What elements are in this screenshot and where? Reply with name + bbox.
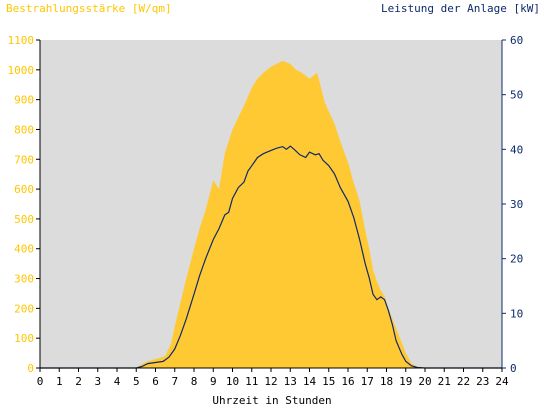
x-tick-label: 16 (341, 375, 354, 388)
y-left-tick-label: 600 (14, 183, 34, 196)
left-axis-title: Bestrahlungsstärke [W/qm] (6, 2, 172, 15)
x-tick-label: 0 (37, 375, 44, 388)
y-right-tick-label: 60 (510, 34, 523, 47)
y-left-tick-label: 200 (14, 302, 34, 315)
y-left-tick-label: 700 (14, 153, 34, 166)
x-tick-label: 23 (476, 375, 489, 388)
x-tick-label: 2 (75, 375, 82, 388)
x-tick-label: 24 (495, 375, 509, 388)
power-line (40, 145, 502, 369)
x-tick-label: 5 (133, 375, 140, 388)
y-left-tick-label: 100 (14, 332, 34, 345)
x-tick-label: 18 (380, 375, 393, 388)
x-tick-label: 22 (457, 375, 470, 388)
y-right-tick-label: 20 (510, 253, 523, 266)
x-tick-label: 21 (438, 375, 451, 388)
x-tick-label: 7 (171, 375, 178, 388)
x-tick-label: 12 (264, 375, 277, 388)
y-right-tick-label: 0 (510, 362, 517, 375)
x-tick-label: 8 (191, 375, 198, 388)
x-tick-label: 3 (94, 375, 101, 388)
y-left-tick-label: 1100 (8, 34, 35, 47)
right-axis-title: Leistung der Anlage [kW] (381, 2, 540, 15)
x-tick-label: 19 (399, 375, 412, 388)
x-tick-label: 4 (114, 375, 121, 388)
x-tick-label: 1 (56, 375, 63, 388)
x-tick-label: 14 (303, 375, 317, 388)
irradiance-area (40, 60, 502, 369)
x-tick-label: 9 (210, 375, 217, 388)
y-right-tick-label: 50 (510, 89, 523, 102)
y-right-tick-label: 30 (510, 198, 523, 211)
x-tick-label: 10 (226, 375, 239, 388)
x-tick-label: 6 (152, 375, 159, 388)
y-right-tick-label: 40 (510, 143, 523, 156)
x-tick-label: 15 (322, 375, 335, 388)
y-left-tick-label: 300 (14, 273, 34, 286)
y-left-tick-label: 400 (14, 243, 34, 256)
y-right-tick-label: 10 (510, 307, 523, 320)
x-tick-label: 20 (418, 375, 431, 388)
x-tick-label: 13 (284, 375, 297, 388)
x-tick-label: 11 (245, 375, 258, 388)
x-tick-label: 17 (361, 375, 374, 388)
y-left-tick-label: 1000 (8, 64, 35, 77)
y-left-tick-label: 0 (27, 362, 34, 375)
y-left-tick-label: 900 (14, 94, 34, 107)
y-left-tick-label: 500 (14, 213, 34, 226)
x-axis-title: Uhrzeit in Stunden (212, 394, 332, 407)
y-left-tick-label: 800 (14, 123, 34, 136)
